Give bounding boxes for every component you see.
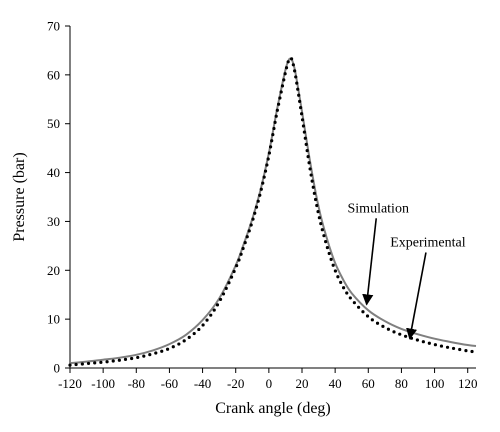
x-tick-label: -20 bbox=[227, 376, 244, 391]
x-tick-label: 40 bbox=[329, 376, 342, 391]
y-tick-label: 0 bbox=[54, 361, 61, 376]
annotation-experimental-label: Experimental bbox=[390, 236, 466, 251]
annotation-layer: Simulation Experimental bbox=[348, 201, 466, 340]
x-tick-label: -40 bbox=[194, 376, 211, 391]
y-axis-title: Pressure (bar) bbox=[11, 152, 28, 241]
x-tick-label: -100 bbox=[91, 376, 115, 391]
y-tick-label: 30 bbox=[47, 214, 60, 229]
y-tick-label: 40 bbox=[47, 165, 60, 180]
annotation-experimental-arrow bbox=[406, 252, 427, 340]
x-tick-label: 120 bbox=[458, 376, 478, 391]
x-tick-label: 20 bbox=[296, 376, 309, 391]
y-tick-label: 60 bbox=[47, 67, 60, 82]
series-experimental-line bbox=[68, 56, 478, 367]
x-tick-label: 100 bbox=[425, 376, 445, 391]
x-tick-label: -120 bbox=[58, 376, 82, 391]
x-tick-label: 80 bbox=[395, 376, 408, 391]
y-axis-ticks: 0 10 20 30 40 50 60 70 bbox=[47, 19, 70, 376]
x-tick-label: -80 bbox=[128, 376, 145, 391]
series-simulation-line bbox=[69, 57, 477, 365]
axes bbox=[69, 26, 476, 369]
annotation-simulation-arrow bbox=[362, 218, 378, 306]
y-tick-label: 20 bbox=[47, 263, 60, 278]
y-tick-label: 70 bbox=[47, 19, 60, 34]
y-tick-label: 50 bbox=[47, 116, 60, 131]
x-axis-title: Crank angle (deg) bbox=[215, 400, 331, 417]
annotation-simulation-label: Simulation bbox=[348, 201, 409, 216]
y-tick-label: 10 bbox=[47, 312, 60, 327]
series-layer bbox=[68, 56, 478, 367]
x-axis-ticks: -120 -100 -80 -60 -40 -20 0 20 40 60 80 100 120 bbox=[58, 368, 477, 391]
x-tick-label: 0 bbox=[266, 376, 273, 391]
x-tick-label: 60 bbox=[362, 376, 375, 391]
x-tick-label: -60 bbox=[161, 376, 178, 391]
